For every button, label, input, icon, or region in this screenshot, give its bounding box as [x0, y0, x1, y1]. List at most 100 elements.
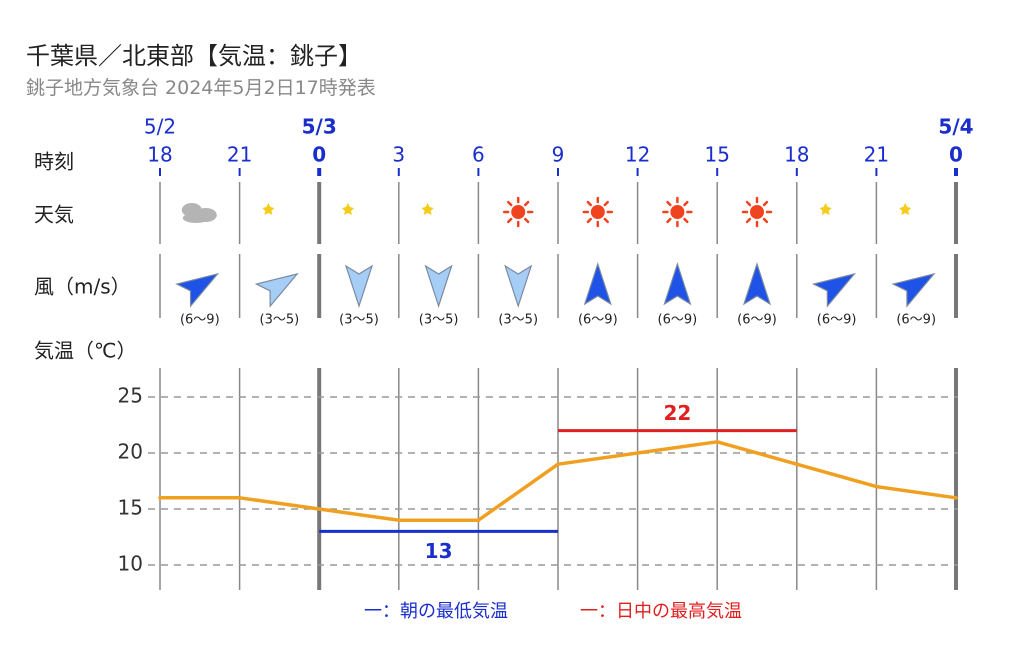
wind-speed-label: (3～5) — [339, 313, 379, 328]
time-label: 21 — [227, 143, 252, 167]
wind-arrow-icon — [663, 262, 692, 306]
wind-arrow-shape — [663, 262, 692, 306]
wind-arrow-icon — [811, 272, 857, 308]
sun-core — [670, 205, 685, 219]
wind-arrow-icon — [344, 264, 374, 308]
row-label-temp: 気温（℃） — [34, 339, 136, 363]
wind-arrow-icon — [504, 264, 533, 308]
moon-star — [421, 203, 434, 215]
wind-arrow-shape — [424, 264, 453, 308]
cloud-puff — [182, 213, 209, 223]
wind-arrow-shape — [504, 264, 533, 308]
time-label: 21 — [864, 143, 889, 167]
wind-speed-label: (3～5) — [498, 313, 538, 328]
sun-ray — [524, 217, 530, 224]
sun-ray — [683, 200, 689, 207]
time-label: 18 — [147, 143, 172, 167]
moon-star — [819, 203, 832, 215]
sun-core — [511, 205, 526, 219]
cloudy-icon — [181, 203, 217, 223]
moon-icon — [262, 199, 283, 225]
row-label-weather: 天気 — [34, 203, 74, 227]
time-label: 12 — [625, 143, 650, 167]
time-label: 3 — [392, 143, 405, 167]
sun-ray — [586, 200, 592, 207]
moon-star — [899, 203, 912, 215]
sun-ray — [603, 217, 609, 224]
temperature-point — [158, 496, 162, 500]
sun-core — [590, 205, 605, 219]
page-title: 千葉県／北東部【気温：銚子】 — [26, 42, 362, 70]
moon-star — [262, 203, 275, 215]
sun-ray — [762, 200, 769, 207]
wind-arrow-icon — [891, 272, 936, 308]
wind-arrow-shape — [742, 262, 772, 306]
sun-icon — [582, 196, 614, 228]
date-label: 5/2 — [144, 115, 176, 139]
sun-ray — [745, 217, 752, 224]
min-temp-label: 13 — [425, 539, 453, 563]
sun-icon — [662, 196, 693, 228]
moon-icon — [342, 199, 362, 225]
wind-speed-label: (6～9) — [896, 313, 936, 328]
time-label: 18 — [784, 143, 809, 167]
sun-ray — [524, 200, 530, 207]
sun-icon — [502, 196, 534, 228]
wind-speed-label: (6～9) — [180, 313, 220, 328]
sun-ray — [666, 217, 672, 224]
wind-speed-label: (6～9) — [578, 313, 618, 328]
temperature-point — [954, 496, 958, 500]
sun-ray — [666, 200, 672, 207]
temperature-point — [795, 462, 799, 467]
y-tick-label: 15 — [118, 496, 143, 520]
wind-arrow-icon — [254, 272, 299, 308]
y-tick-label: 25 — [118, 384, 143, 408]
wind-arrow-shape — [811, 272, 857, 308]
moon-icon — [899, 199, 920, 225]
temperature-point — [715, 440, 719, 444]
sun-ray — [683, 217, 689, 224]
moon-star — [342, 203, 354, 215]
moon-icon — [819, 199, 840, 225]
temperature-point — [556, 462, 560, 467]
wind-arrow-shape — [254, 272, 299, 308]
temperature-point — [476, 518, 481, 522]
moon-icon — [421, 199, 442, 225]
y-tick-label: 10 — [118, 552, 143, 576]
legend-min-temp: 一：朝の最低気温 — [364, 601, 508, 622]
sun-ray — [603, 200, 609, 207]
wind-arrow-icon — [583, 262, 612, 306]
sun-ray — [586, 217, 592, 224]
sun-ray — [745, 200, 752, 207]
issuance-note: 銚子地方気象台 2024年5月2日17時発表 — [26, 77, 376, 99]
row-label-wind: 風（m/s） — [34, 275, 131, 299]
temperature-point — [874, 484, 879, 489]
time-label: 9 — [552, 143, 565, 167]
temperature-point — [317, 507, 322, 511]
sun-icon — [741, 196, 773, 228]
temperature-point — [237, 496, 242, 500]
wind-arrow-shape — [344, 264, 374, 308]
date-label: 5/3 — [302, 115, 337, 139]
wind-arrow-shape — [175, 272, 220, 308]
legend-max-temp: 一：日中の最高気温 — [580, 601, 742, 622]
wind-speed-label: (6～9) — [737, 313, 777, 328]
wind-speed-label: (3～5) — [419, 313, 459, 328]
y-tick-label: 20 — [118, 440, 143, 464]
sun-ray — [507, 217, 513, 224]
time-label: 0 — [312, 143, 326, 167]
wind-speed-label: (6～9) — [817, 313, 857, 328]
wind-arrow-shape — [891, 272, 936, 308]
wind-arrow-shape — [583, 262, 612, 306]
sun-ray — [762, 217, 769, 224]
time-label: 6 — [472, 143, 485, 167]
wind-speed-label: (3～5) — [260, 313, 300, 328]
temperature-point — [635, 451, 640, 455]
sun-core — [750, 205, 764, 219]
wind-arrow-icon — [742, 262, 772, 306]
time-label: 15 — [704, 143, 729, 167]
wind-arrow-icon — [175, 272, 220, 308]
date-label: 5/4 — [938, 115, 973, 139]
temperature-point — [397, 518, 401, 522]
